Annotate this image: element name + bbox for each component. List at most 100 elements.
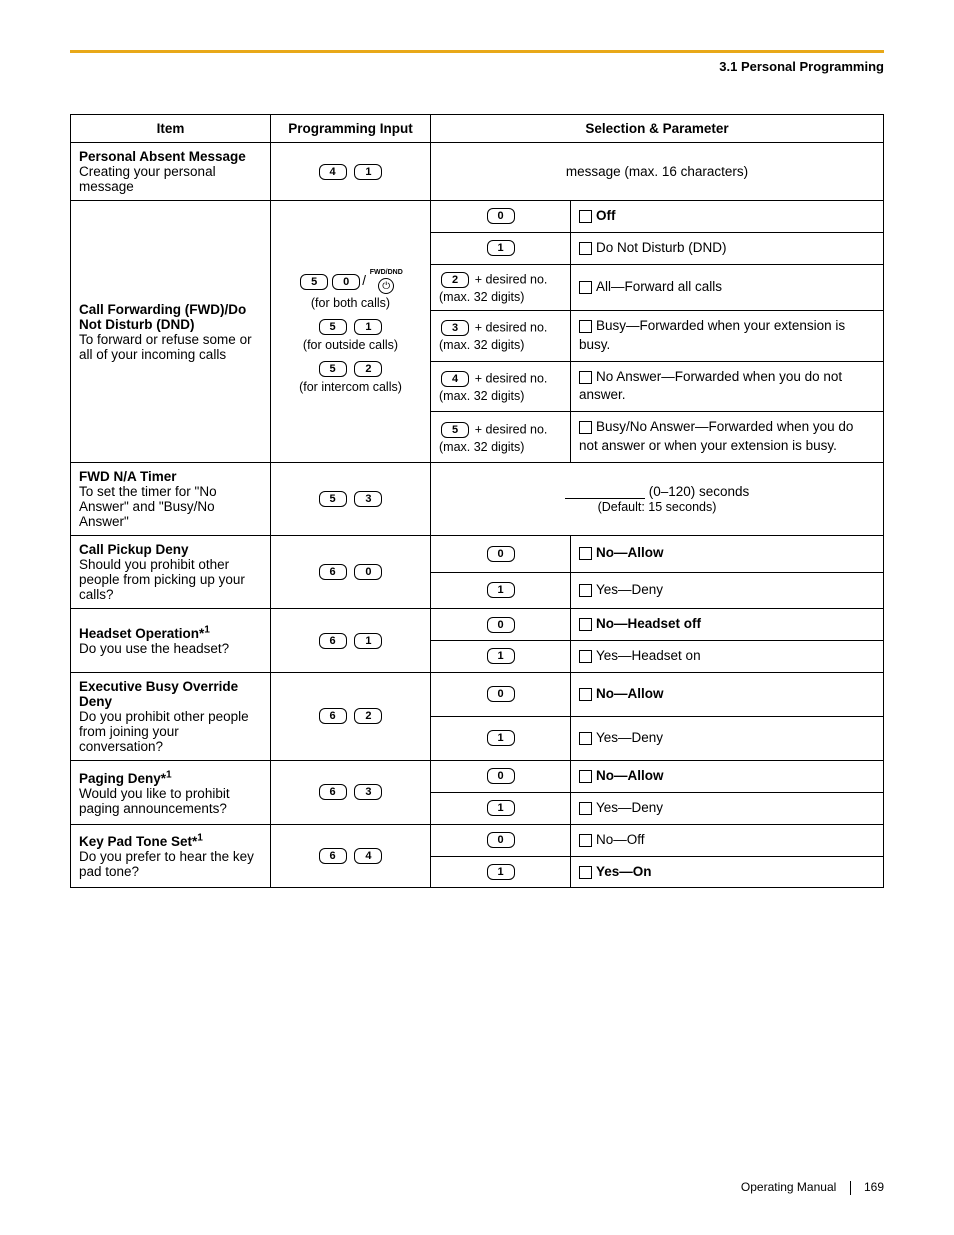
exec-opt1-label: Yes—Deny — [596, 730, 663, 745]
pickup-title: Call Pickup Deny — [79, 542, 189, 557]
row-fwd-timer: FWD N/A Timer To set the timer for "No A… — [71, 463, 884, 536]
footer-manual: Operating Manual — [741, 1180, 836, 1194]
key-4: 4 — [319, 164, 347, 180]
exec-opt0-key: 0 — [431, 672, 571, 716]
keypad-input: 6 4 — [271, 824, 431, 888]
fwd-opt0-sel: Off — [571, 201, 884, 233]
paging-opt0-key: 0 — [431, 760, 571, 792]
programming-table: Item Programming Input Selection & Param… — [70, 114, 884, 888]
key-6g: 6 — [319, 708, 347, 724]
keybox-pg0: 0 — [487, 768, 515, 784]
row-exec-0: Executive Busy Override Deny Do you proh… — [71, 672, 884, 716]
checkbox-icon — [579, 866, 592, 879]
checkbox-icon — [579, 371, 592, 384]
paging-opt0-label: No—Allow — [596, 768, 664, 783]
exec-opt1-key: 1 — [431, 716, 571, 760]
headset-opt1-label: Yes—Headset on — [596, 648, 701, 663]
fwd-opt3-label: Busy—Forwarded when your extension is bu… — [579, 318, 845, 352]
fwd-opt0-label: Off — [596, 208, 616, 223]
col-item-header: Item — [71, 115, 271, 143]
fwdtimer-sel: (0–120) seconds (Default: 15 seconds) — [431, 463, 884, 536]
checkbox-icon — [579, 320, 592, 333]
col-selection-header: Selection & Parameter — [431, 115, 884, 143]
fwd-out-label: (for outside calls) — [279, 338, 422, 352]
fwd-title: Call Forwarding (FWD)/Do Not Disturb (DN… — [79, 302, 246, 332]
fwd-opt1-key: 1 — [431, 232, 571, 264]
checkbox-icon — [579, 650, 592, 663]
headset-title: Headset Operation*1 — [79, 626, 210, 641]
exec-input: 6 2 — [271, 672, 431, 760]
keypad-opt1-sel: Yes—On — [571, 856, 884, 888]
keypad-title-text: Key Pad Tone Set* — [79, 834, 197, 849]
keybox-h1: 1 — [487, 648, 515, 664]
keybox-2: 2 — [441, 272, 469, 288]
key-1: 1 — [354, 164, 382, 180]
exec-item: Executive Busy Override Deny Do you proh… — [71, 672, 271, 760]
checkbox-icon — [579, 210, 592, 223]
key-5d: 5 — [319, 491, 347, 507]
exec-opt0-label: No—Allow — [596, 686, 664, 701]
pickup-opt0-sel: No—Allow — [571, 536, 884, 573]
paging-opt1-sel: Yes—Deny — [571, 792, 884, 824]
key-6f: 6 — [319, 633, 347, 649]
pickup-input: 6 0 — [271, 536, 431, 609]
checkbox-icon — [579, 547, 592, 560]
keypad-item: Key Pad Tone Set*1 Do you prefer to hear… — [71, 824, 271, 888]
headset-opt1-key: 1 — [431, 641, 571, 673]
col-input-header: Programming Input — [271, 115, 431, 143]
exec-opt1-sel: Yes—Deny — [571, 716, 884, 760]
row-paging-0: Paging Deny*1 Would you like to prohibit… — [71, 760, 884, 792]
checkbox-icon — [579, 584, 592, 597]
key-6i: 6 — [319, 848, 347, 864]
key-2g: 2 — [354, 708, 382, 724]
headset-sup: 1 — [204, 625, 210, 636]
pickup-opt1-sel: Yes—Deny — [571, 572, 884, 609]
keybox-e1: 1 — [487, 730, 515, 746]
exec-desc: Do you prohibit other people from joinin… — [79, 709, 249, 754]
keypad-opt1-key: 1 — [431, 856, 571, 888]
fwd-opt4-key: 4 + desired no. (max. 32 digits) — [431, 361, 571, 412]
exec-title: Executive Busy Override Deny — [79, 679, 238, 709]
fwd-opt2-label: All—Forward all calls — [596, 279, 722, 294]
keypad-opt0-sel: No—Off — [571, 824, 884, 856]
absent-selection: message (max. 16 characters) — [431, 143, 884, 201]
fwdtimer-l2: (Default: 15 seconds) — [598, 500, 717, 514]
keybox-pg1: 1 — [487, 800, 515, 816]
checkbox-icon — [579, 688, 592, 701]
absent-desc: Creating your personal message — [79, 164, 216, 194]
page: 3.1 Personal Programming Item Programmin… — [0, 0, 954, 1235]
pickup-opt1-label: Yes—Deny — [596, 582, 663, 597]
section-heading: 3.1 Personal Programming — [70, 59, 884, 74]
fwd-opt2-key: 2 + desired no. (max. 32 digits) — [431, 264, 571, 310]
paging-title: Paging Deny*1 — [79, 771, 172, 786]
keypad-title: Key Pad Tone Set*1 — [79, 834, 203, 849]
keybox-p0: 0 — [487, 546, 515, 562]
checkbox-icon — [579, 281, 592, 294]
keypad-desc: Do you prefer to hear the key pad tone? — [79, 849, 254, 879]
keybox-3: 3 — [441, 320, 469, 336]
fwd-opt2-sel: All—Forward all calls — [571, 264, 884, 310]
paging-item: Paging Deny*1 Would you like to prohibit… — [71, 760, 271, 824]
keybox-1: 1 — [487, 240, 515, 256]
fwd-opt4-label: No Answer—Forwarded when you do not answ… — [579, 369, 842, 403]
checkbox-icon — [579, 770, 592, 783]
keybox-4: 4 — [441, 371, 469, 387]
fwd-opt3-sel: Busy—Forwarded when your extension is bu… — [571, 310, 884, 361]
fwdtimer-input: 5 3 — [271, 463, 431, 536]
pickup-opt0-label: No—Allow — [596, 545, 664, 560]
fwdtimer-item: FWD N/A Timer To set the timer for "No A… — [71, 463, 271, 536]
footer-page: 169 — [864, 1180, 884, 1194]
key-3d: 3 — [354, 491, 382, 507]
checkbox-icon — [579, 802, 592, 815]
keypad-opt1-label: Yes—On — [596, 864, 652, 879]
key-6h: 6 — [319, 784, 347, 800]
row-fwd-0: Call Forwarding (FWD)/Do Not Disturb (DN… — [71, 201, 884, 233]
absent-item: Personal Absent Message Creating your pe… — [71, 143, 271, 201]
pickup-desc: Should you prohibit other people from pi… — [79, 557, 245, 602]
footer: Operating Manual 169 — [741, 1180, 884, 1195]
fwd-both-label: (for both calls) — [279, 296, 422, 310]
fwd-opt0-key: 0 — [431, 201, 571, 233]
fwd-dnd-icon: ⏻ — [378, 278, 394, 294]
headset-opt0-sel: No—Headset off — [571, 609, 884, 641]
key-4i: 4 — [354, 848, 382, 864]
